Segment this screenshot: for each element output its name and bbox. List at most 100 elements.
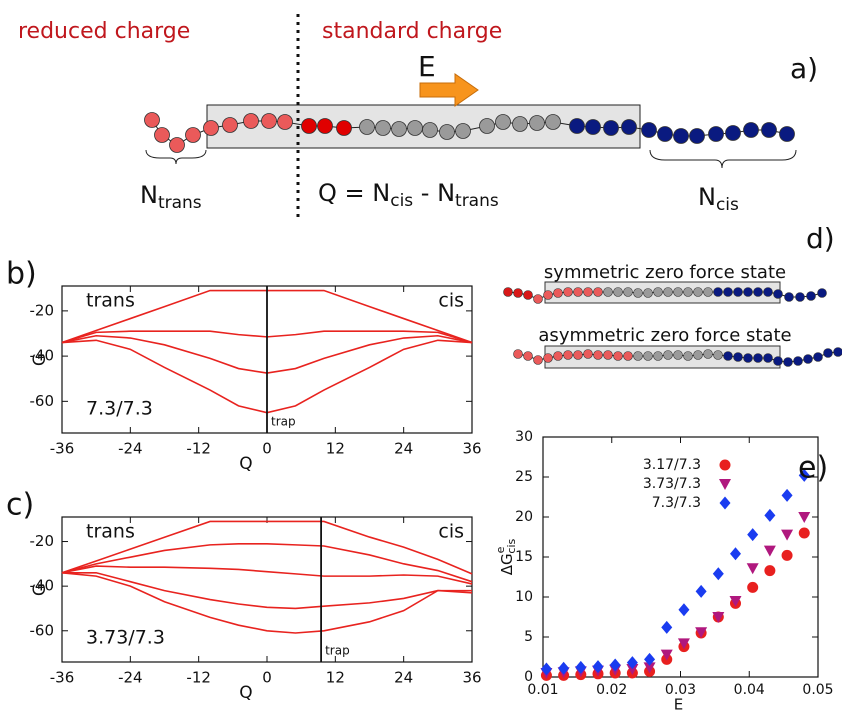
y-tick-label: 30 (515, 429, 533, 445)
bead (301, 118, 317, 134)
y-tick-label: 0 (524, 669, 533, 685)
bead (222, 117, 238, 133)
bead (277, 114, 293, 130)
bead (693, 350, 703, 360)
bead (683, 287, 693, 297)
marker (719, 496, 731, 510)
bead (753, 287, 763, 297)
bead (495, 114, 511, 130)
bead (643, 288, 653, 298)
bead (261, 113, 277, 129)
curve (62, 571, 473, 610)
side-label: cis (438, 290, 464, 312)
bead (733, 287, 743, 297)
bead (657, 126, 673, 142)
y-axis-label: ΔGecis (494, 538, 518, 575)
marker (781, 549, 793, 561)
label-sub: cis (390, 191, 413, 211)
bead (513, 288, 523, 298)
bead (703, 287, 713, 297)
trap-label: trap (271, 415, 296, 429)
marker (747, 528, 759, 542)
bead (653, 287, 663, 297)
y-axis-label: G (30, 583, 50, 596)
marker (661, 620, 673, 634)
y-tick-label: -20 (30, 532, 55, 550)
x-tick-label: 0 (262, 440, 272, 458)
polymer-chain (503, 287, 842, 367)
bead (185, 127, 201, 143)
label-sub: cis (505, 538, 518, 553)
x-axis-label: Q (239, 683, 252, 703)
bead (633, 288, 643, 298)
legend-label: 7.3/7.3 (652, 495, 701, 511)
marker (798, 468, 810, 482)
marker (719, 459, 731, 471)
label-part: N (140, 181, 158, 209)
bead (784, 292, 794, 302)
label-sup: e (494, 546, 507, 553)
marker (644, 652, 656, 666)
marker (730, 547, 741, 561)
bead (773, 289, 783, 299)
label-part: ΔG (498, 553, 516, 575)
bead (683, 351, 693, 361)
bead (613, 287, 623, 297)
bead (391, 121, 407, 137)
marker (798, 512, 811, 523)
bead (643, 351, 653, 361)
bead (623, 351, 633, 361)
panel-label: b) (6, 257, 37, 292)
marker (695, 627, 708, 639)
state-label: symmetric zero force state (544, 262, 786, 283)
x-tick-label: -24 (118, 440, 143, 458)
marker (575, 660, 587, 674)
marker (764, 508, 776, 522)
marker (781, 488, 793, 502)
x-tick-label: 0.02 (596, 682, 627, 698)
y-tick-label: 15 (515, 549, 533, 565)
label-part: - N (413, 179, 455, 207)
y-tick-label: -20 (30, 301, 55, 319)
bead (833, 347, 842, 357)
bead (743, 287, 753, 297)
curve (61, 520, 473, 575)
bead (693, 287, 703, 297)
bead (533, 355, 543, 365)
panel-label: e) (798, 451, 828, 486)
bead (795, 292, 805, 302)
y-tick-label: -40 (30, 347, 55, 365)
bead (533, 294, 543, 304)
marker (558, 661, 570, 675)
x-tick-label: 0.03 (665, 682, 696, 698)
y-tick-label: 25 (515, 469, 533, 485)
bead (603, 120, 619, 136)
label-part: N (698, 183, 716, 211)
x-tick-label: 24 (394, 669, 413, 687)
brace-cis (649, 149, 797, 169)
x-tick-label: 0.05 (802, 682, 833, 698)
bead (761, 122, 777, 138)
field-label: E (418, 50, 436, 83)
bead (336, 120, 352, 136)
side-label: trans (86, 290, 135, 312)
x-axis-label: Q (239, 454, 252, 474)
marker (763, 545, 776, 557)
bead (359, 119, 375, 135)
marker (712, 612, 725, 623)
case-label: 7.3/7.3 (86, 398, 153, 420)
bead (144, 112, 160, 128)
bead (723, 287, 733, 297)
x-tick-label: 12 (326, 669, 345, 687)
y-tick-label: 10 (515, 589, 533, 605)
bead (503, 287, 513, 297)
marker (660, 649, 673, 661)
bead (633, 351, 643, 361)
marker (592, 660, 604, 674)
bead (613, 351, 623, 361)
curve (61, 571, 472, 634)
bead (743, 122, 759, 138)
bead (725, 125, 741, 141)
bead (563, 350, 573, 360)
state-label: asymmetric zero force state (538, 325, 791, 346)
